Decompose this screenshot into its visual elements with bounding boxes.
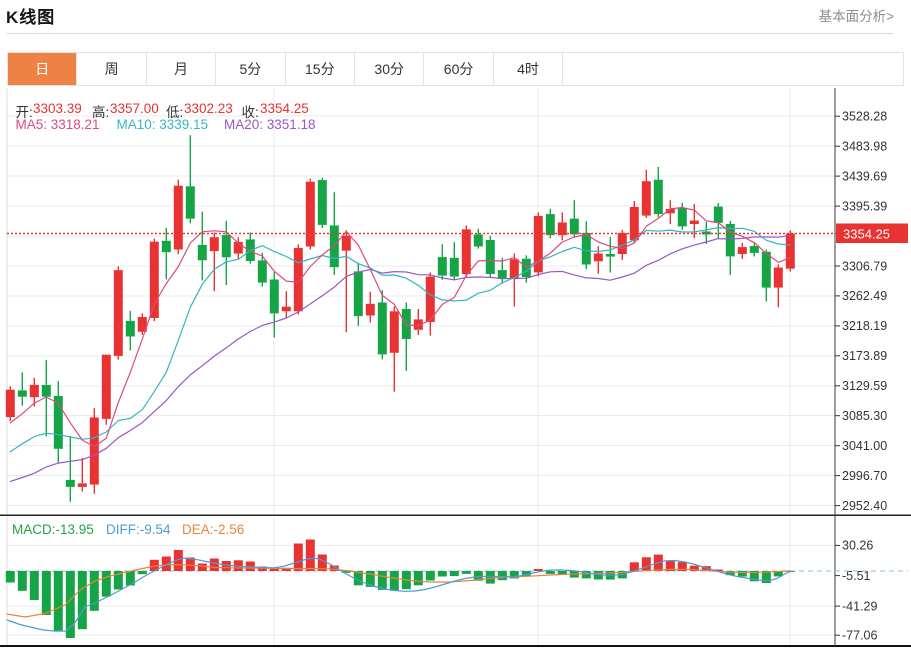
svg-text:3085.30: 3085.30 [842, 409, 887, 423]
svg-text:2996.70: 2996.70 [842, 469, 887, 483]
svg-text:30.26: 30.26 [842, 539, 873, 553]
svg-text:3041.00: 3041.00 [842, 439, 887, 453]
svg-text:3395.39: 3395.39 [842, 199, 887, 213]
svg-text:2952.40: 2952.40 [842, 499, 887, 513]
svg-text:-41.29: -41.29 [842, 599, 877, 613]
svg-text:3483.98: 3483.98 [842, 140, 887, 154]
svg-text:3528.28: 3528.28 [842, 110, 887, 124]
svg-text:3262.49: 3262.49 [842, 289, 887, 303]
svg-text:3306.79: 3306.79 [842, 259, 887, 273]
svg-text:3129.59: 3129.59 [842, 379, 887, 393]
svg-text:3218.19: 3218.19 [842, 319, 887, 333]
svg-text:3354.25: 3354.25 [843, 227, 890, 242]
svg-text:-77.06: -77.06 [842, 629, 877, 643]
svg-text:-5.51: -5.51 [842, 569, 871, 583]
svg-text:3173.89: 3173.89 [842, 349, 887, 363]
svg-text:3439.69: 3439.69 [842, 169, 887, 183]
